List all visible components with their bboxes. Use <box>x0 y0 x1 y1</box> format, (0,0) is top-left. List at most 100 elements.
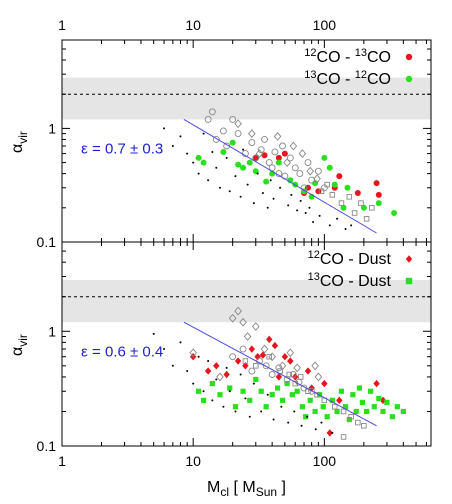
data-point-open-circle <box>268 164 276 172</box>
data-point-open-diamond <box>234 119 242 129</box>
data-point-open-circle <box>289 371 297 378</box>
data-point-open-circle <box>265 159 273 167</box>
data-point-dot <box>215 378 218 381</box>
data-point-12co-dust <box>287 357 294 365</box>
data-point-open-square <box>266 353 272 360</box>
data-point-open-diamond <box>260 344 269 354</box>
data-point-13co-12co <box>344 184 351 191</box>
data-point-open-square <box>369 205 375 211</box>
data-point-13co-dust <box>380 408 386 415</box>
data-point-open-circle <box>219 127 227 135</box>
data-point-dot <box>171 144 174 147</box>
data-point-open-diamond <box>273 132 282 141</box>
data-point-dot <box>328 224 331 227</box>
data-point-12co-dust <box>223 370 230 379</box>
data-point-13co-dust <box>353 408 359 415</box>
data-point-open-circle <box>308 387 316 395</box>
y-tick-label: 1 <box>48 323 56 339</box>
data-point-12co-dust <box>326 429 333 437</box>
data-point-12co-dust <box>271 341 279 350</box>
data-point-13co-dust <box>320 404 326 410</box>
data-point-dot <box>211 150 214 153</box>
legend-label: 13CO - 12CO <box>304 69 391 88</box>
data-point-dot <box>222 405 225 408</box>
data-point-13co-dust <box>253 376 259 383</box>
data-point-dot <box>225 366 228 369</box>
data-point-13co-dust <box>303 414 309 420</box>
legend-label-superscript: 12 <box>308 249 320 261</box>
data-point-open-circle <box>229 115 237 123</box>
data-point-dot <box>179 135 182 138</box>
data-point-open-square <box>348 413 354 420</box>
data-point-open-diamond <box>306 166 315 176</box>
data-point-dot <box>228 390 231 393</box>
epsilon-annotation: ε = 0.6 ± 0.4 <box>81 344 163 361</box>
reference-band <box>62 279 431 323</box>
legend-label-text: CO - <box>317 49 355 66</box>
data-point-13co-12co <box>360 204 367 211</box>
legend-label-superscript: 13 <box>304 69 316 81</box>
data-point-13co-dust <box>367 388 374 394</box>
data-point-13co-12co <box>200 159 207 166</box>
data-point-open-diamond <box>298 149 307 158</box>
data-point-open-square <box>338 200 345 206</box>
data-point-open-square <box>351 210 358 216</box>
x-tick-label: 1 <box>58 17 66 33</box>
data-point-open-diamond <box>255 149 264 158</box>
data-point-13co-12co <box>331 181 338 188</box>
data-point-dot <box>296 209 299 212</box>
data-point-dot <box>163 127 166 130</box>
data-point-dot <box>202 390 205 393</box>
data-point-dot <box>287 421 290 424</box>
data-point-12co-dust <box>248 345 256 353</box>
data-point-open-diamond <box>289 141 298 151</box>
data-point-13co-12co <box>220 148 227 155</box>
data-point-13co-12co <box>375 200 382 207</box>
data-point-13co-dust <box>389 414 395 420</box>
data-point-dot <box>314 428 317 431</box>
x-tick-label: 10 <box>185 453 201 469</box>
data-point-open-circle <box>261 135 269 143</box>
data-point-open-diamond <box>234 306 242 316</box>
x-tick-label: 100 <box>313 17 337 33</box>
y-axis-label-main: α <box>9 144 26 153</box>
data-point-dot <box>197 355 200 358</box>
data-point-dot <box>252 202 255 205</box>
data-point-dot <box>192 161 195 164</box>
legend-label-text: CO <box>367 49 391 66</box>
data-point-13co-dust <box>289 392 295 398</box>
data-point-13co-dust <box>263 404 269 410</box>
data-point-13co-dust <box>324 414 330 420</box>
data-point-open-circle <box>286 154 294 162</box>
data-point-12co-dust <box>275 373 283 381</box>
legend-marker <box>405 75 413 83</box>
legend-label-text: CO - Dust <box>320 273 392 290</box>
x-axis-label-mid: [ M <box>229 479 256 496</box>
data-point-13co-dust <box>279 397 286 403</box>
data-point-12co-13co <box>375 191 382 198</box>
legend-label-superscript: 12 <box>355 69 367 81</box>
data-point-open-circle <box>268 371 276 378</box>
data-point-13co-dust <box>329 397 335 403</box>
data-point-open-square <box>324 181 330 188</box>
data-point-13co-dust <box>394 404 400 410</box>
data-point-open-diamond <box>243 332 252 341</box>
data-point-open-diamond <box>314 372 323 382</box>
legend-label: 12CO - Dust <box>308 249 392 268</box>
data-point-12co-dust <box>266 335 273 344</box>
data-point-dot <box>234 410 237 413</box>
y-axis-label: αvir <box>9 334 30 356</box>
data-point-open-square <box>355 419 361 426</box>
data-point-open-circle <box>275 364 283 372</box>
data-point-13co-dust <box>269 392 275 398</box>
data-point-13co-12co <box>195 154 202 161</box>
legend-label-superscript: 12 <box>304 47 316 59</box>
data-point-dot <box>207 179 210 182</box>
data-point-dot <box>179 341 182 344</box>
data-point-dot <box>331 431 334 434</box>
data-point-open-diamond <box>189 348 197 358</box>
legend-marker <box>405 255 413 263</box>
data-point-12co-dust <box>281 353 289 361</box>
data-point-dot <box>336 217 339 220</box>
data-point-dot <box>280 405 283 408</box>
